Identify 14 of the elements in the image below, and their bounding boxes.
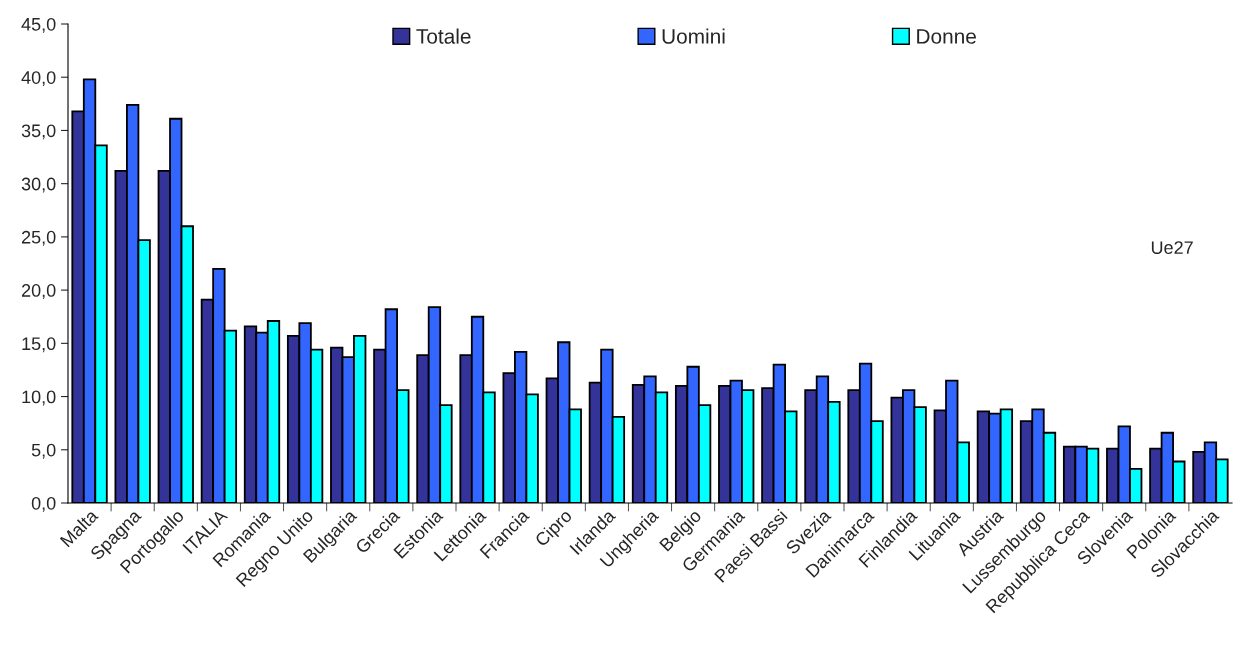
legend-label: Uomini [662,28,725,44]
y-tick-label: 15,0 [22,337,56,353]
y-tick-label: 35,0 [21,124,56,140]
annotation: Ue27 [1151,241,1193,254]
legend-label: Totale [416,28,471,44]
y-tick-label: 45,0 [21,17,56,33]
y-tick-label: 30,0 [21,177,56,193]
y-tick-label: 0,0 [31,496,56,512]
legend-label: Donne [917,29,976,44]
y-tick-label: 20,0 [21,284,56,299]
y-tick-label: 10,0 [22,390,56,406]
y-tick-label: 25,0 [21,230,56,246]
y-tick-label: 5,0 [31,443,56,459]
y-tick-label: 40,0 [21,71,56,87]
